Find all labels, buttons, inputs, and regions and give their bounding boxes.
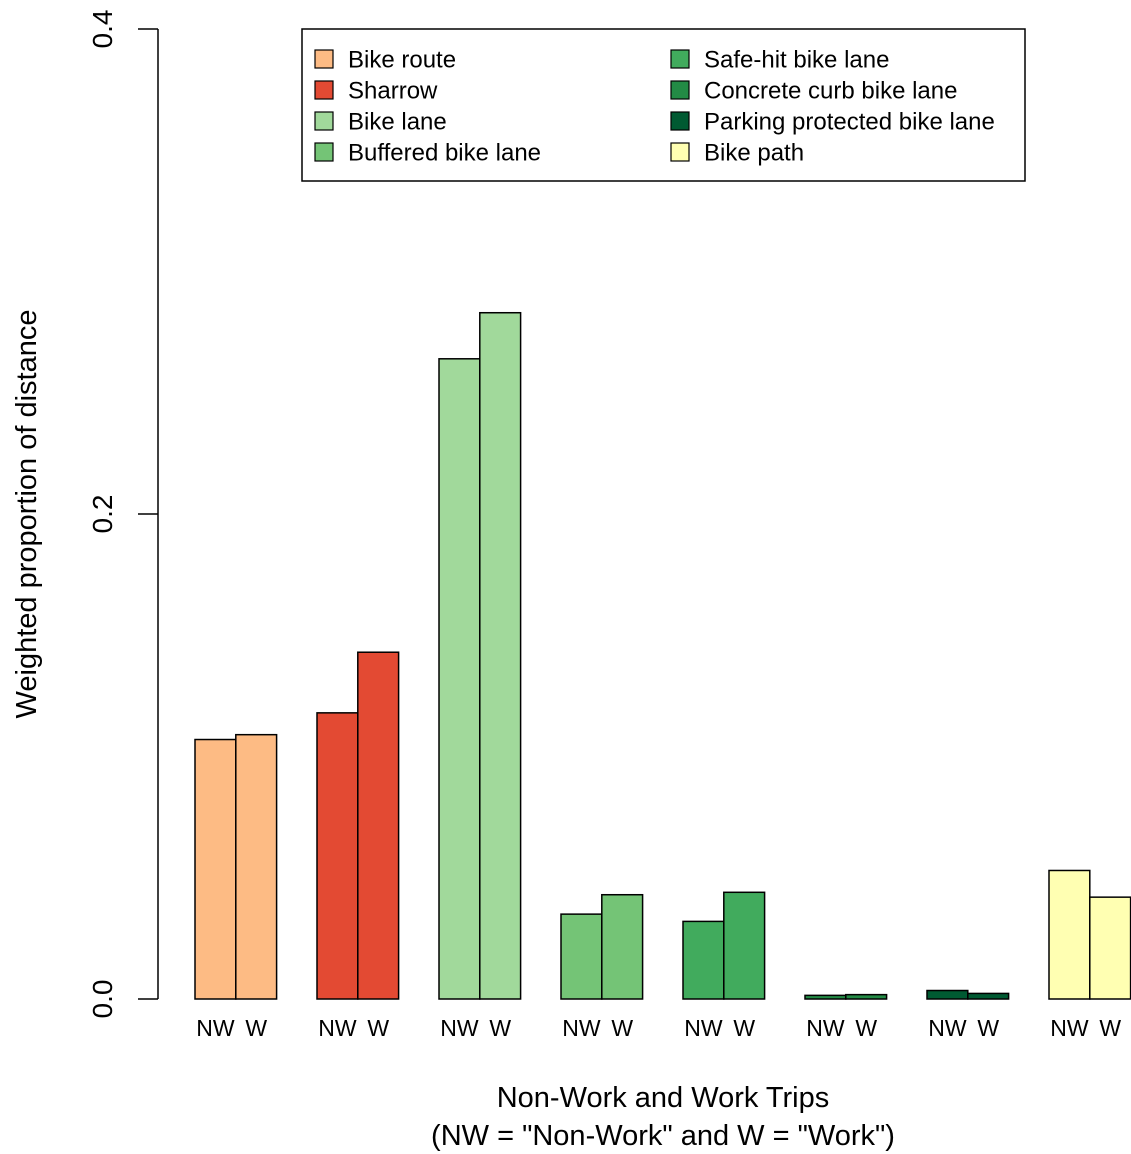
legend-swatch <box>314 49 334 69</box>
bar-label-nw: NW <box>440 1015 479 1041</box>
bar-concrete-curb-bike-lane-nw <box>804 994 847 1000</box>
bar-label-w: W <box>489 1015 511 1041</box>
bar-label-w: W <box>367 1015 389 1041</box>
legend-entry: Safe-hit bike lane <box>704 47 889 74</box>
bars-group <box>194 311 1131 1000</box>
bar-sharrow-nw <box>316 712 359 1000</box>
legend: Bike route Sharrow Bike lane Buffered bike … <box>301 28 1026 182</box>
y-tick-label: 0.2 <box>87 495 118 534</box>
bar-label-w: W <box>855 1015 877 1041</box>
bar-label-nw: NW <box>318 1015 357 1041</box>
legend-entry: Concrete curb bike lane <box>704 78 957 105</box>
bar-bike-route-nw <box>194 738 237 1000</box>
legend-swatch <box>314 80 334 100</box>
bar-concrete-curb-bike-lane-w <box>845 993 888 1000</box>
bar-label-nw: NW <box>806 1015 845 1041</box>
legend-entry: Bike route <box>348 47 456 74</box>
legend-entry: Bike lane <box>348 109 447 136</box>
legend-entry: Parking protected bike lane <box>704 109 995 136</box>
bar-bike-lane-nw <box>438 358 481 1000</box>
bar-parking-protected-bike-lane-w <box>967 992 1010 1000</box>
x-axis-sublabel: (NW = "Non-Work" and W = "Work") <box>431 1120 895 1152</box>
legend-entry: Bike path <box>704 140 804 167</box>
bar-safe-hit-bike-lane-nw <box>682 920 725 1000</box>
bar-label-nw: NW <box>196 1015 235 1041</box>
bar-sharrow-w <box>357 651 400 1000</box>
bar-label-nw: NW <box>684 1015 723 1041</box>
group-labels: NW W NW W NW W NW W NW W NW W NW W NW W <box>196 1015 1121 1041</box>
bar-label-w: W <box>245 1015 267 1041</box>
legend-swatch <box>670 111 690 131</box>
bar-label-w: W <box>977 1015 999 1041</box>
bar-bike-path-w <box>1089 896 1131 1000</box>
bar-label-w: W <box>733 1015 755 1041</box>
legend-swatch <box>670 49 690 69</box>
bar-buffered-bike-lane-w <box>601 893 644 1000</box>
bar-label-nw: NW <box>1050 1015 1089 1041</box>
bar-label-nw: NW <box>928 1015 967 1041</box>
legend-entry: Buffered bike lane <box>348 140 541 167</box>
bar-label-w: W <box>611 1015 633 1041</box>
y-axis: 0.0 0.2 0.4 <box>87 10 159 1019</box>
bar-bike-route-w <box>235 733 278 1000</box>
x-axis-label: Non-Work and Work Trips <box>497 1082 830 1114</box>
y-tick-label: 0.4 <box>87 10 118 49</box>
legend-entry: Sharrow <box>348 78 438 105</box>
legend-swatch <box>670 142 690 162</box>
bar-buffered-bike-lane-nw <box>560 913 603 1000</box>
y-tick-label: 0.0 <box>87 980 118 1019</box>
y-axis-label: Weighted proportion of distance <box>11 310 43 719</box>
bar-label-w: W <box>1099 1015 1121 1041</box>
bar-bike-lane-w <box>479 311 522 1000</box>
bar-parking-protected-bike-lane-nw <box>926 989 969 1000</box>
legend-swatch <box>670 80 690 100</box>
legend-box <box>301 28 1026 182</box>
bar-bike-path-nw <box>1048 869 1091 1000</box>
legend-swatch <box>314 111 334 131</box>
bar-label-nw: NW <box>562 1015 601 1041</box>
legend-swatch <box>314 142 334 162</box>
bar-safe-hit-bike-lane-w <box>723 891 766 1000</box>
